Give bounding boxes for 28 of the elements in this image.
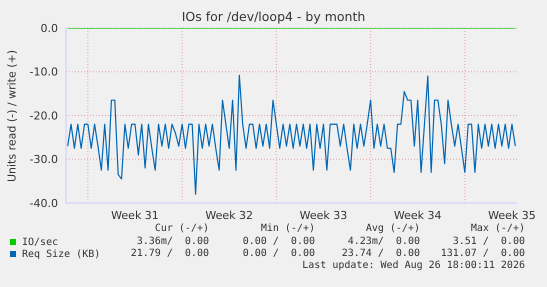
text: 3.36m/ 0.00 bbox=[136, 236, 209, 248]
text: 21.79 / 0.00 bbox=[130, 248, 209, 260]
text: Cur (-/+) bbox=[154, 223, 209, 236]
text: Avg (-/+) bbox=[364, 223, 420, 236]
x-tick-label: Week 35 bbox=[488, 208, 536, 222]
text: Min (-/+) bbox=[260, 223, 315, 236]
text: 23.74 / 0.00 bbox=[340, 248, 420, 260]
y-tick-label: -40.0 bbox=[30, 196, 58, 210]
y-tick-label: 0.0 bbox=[40, 22, 58, 35]
x-tick-label: Week 34 bbox=[394, 208, 442, 222]
legend-label: Req Size (KB) bbox=[21, 248, 102, 260]
text: 4.23m/ 0.00 bbox=[346, 236, 420, 248]
text: Max (-/+) bbox=[470, 223, 525, 236]
text: Last update: Wed Aug 26 18:00:11 2026 bbox=[301, 260, 525, 272]
legend-label: IO/sec bbox=[21, 236, 60, 248]
y-tick-label: -10.0 bbox=[30, 66, 58, 79]
x-tick-label: Week 32 bbox=[205, 208, 254, 222]
x-tick-label: Week 33 bbox=[300, 208, 348, 222]
text: 0.00 / 0.00 bbox=[242, 236, 315, 248]
line-series bbox=[67, 74, 516, 195]
text: 131.07 / 0.00 bbox=[440, 248, 525, 260]
y-tick-label: -30.0 bbox=[30, 153, 58, 166]
x-tick-label: Week 31 bbox=[111, 208, 159, 222]
y-axis-title: Units read (-) / write (+) bbox=[6, 49, 18, 182]
text: 3.51 / 0.00 bbox=[452, 236, 525, 248]
chart-title: IOs for /dev/loop4 - by month bbox=[182, 9, 366, 24]
y-tick-label: -20.0 bbox=[30, 109, 58, 122]
text: 0.00 / 0.00 bbox=[242, 248, 315, 260]
